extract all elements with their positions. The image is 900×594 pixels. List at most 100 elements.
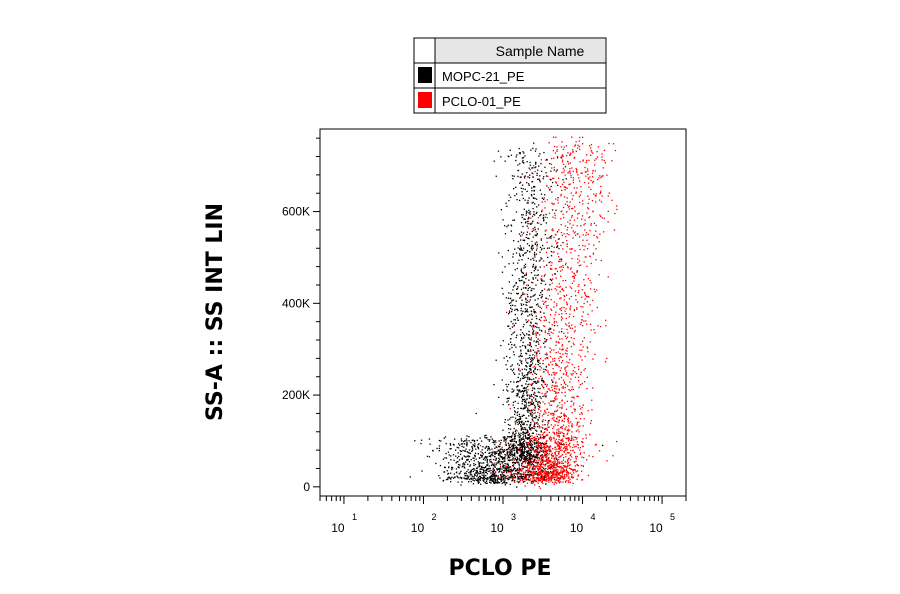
data-point [562, 466, 564, 469]
data-point [524, 368, 526, 370]
data-point [507, 297, 510, 299]
data-point [493, 474, 495, 476]
data-point [554, 462, 556, 465]
data-point [532, 295, 534, 297]
data-point [536, 430, 538, 432]
data-point [545, 159, 547, 161]
data-point [487, 470, 489, 473]
data-point [466, 470, 468, 473]
data-point [535, 336, 537, 338]
data-point [547, 424, 549, 426]
data-point [532, 208, 534, 210]
data-point [570, 468, 572, 470]
data-point [560, 469, 562, 471]
data-point [500, 439, 502, 441]
data-point [531, 472, 534, 474]
data-point [491, 475, 493, 477]
data-point [573, 187, 575, 189]
data-point [574, 274, 577, 276]
data-point [551, 455, 553, 457]
data-point [523, 481, 525, 483]
data-point [582, 441, 584, 444]
data-point [494, 465, 496, 467]
data-point [547, 357, 549, 360]
legend-header [435, 39, 605, 63]
data-point [478, 481, 480, 483]
data-point [461, 481, 463, 483]
data-point [530, 403, 532, 405]
data-point [559, 308, 562, 310]
data-point [533, 370, 535, 372]
data-point [557, 469, 559, 471]
data-point [543, 381, 545, 383]
data-point [589, 341, 591, 343]
data-point [556, 305, 558, 307]
data-point [512, 473, 514, 475]
data-point [553, 401, 555, 403]
data-point [525, 321, 528, 324]
data-point [522, 476, 524, 478]
data-point [533, 326, 535, 328]
data-point [542, 385, 544, 388]
data-point [539, 406, 541, 409]
data-point [530, 423, 532, 426]
data-point [541, 456, 543, 458]
data-point [580, 355, 582, 358]
data-point [539, 215, 541, 217]
data-point [512, 447, 514, 449]
data-point [533, 450, 535, 452]
data-point [464, 464, 466, 466]
data-point [582, 136, 584, 138]
data-point [526, 479, 528, 481]
data-point [565, 383, 567, 386]
data-point [561, 443, 563, 446]
data-point [524, 440, 526, 442]
data-point [546, 352, 548, 354]
data-point [507, 456, 509, 458]
data-point [518, 421, 521, 423]
data-point [502, 465, 504, 467]
data-point [503, 469, 505, 472]
data-point [535, 400, 537, 402]
data-point [523, 450, 525, 452]
data-point [512, 458, 514, 460]
data-point [579, 449, 581, 451]
data-point [524, 458, 526, 460]
data-point [537, 387, 539, 390]
data-point [554, 374, 556, 376]
data-point [531, 435, 533, 437]
data-point [466, 440, 468, 442]
data-point [556, 398, 558, 400]
data-point [512, 461, 514, 463]
data-point [550, 454, 553, 456]
data-point [519, 434, 522, 437]
data-point [513, 381, 515, 383]
data-point [515, 446, 517, 448]
data-point [525, 319, 527, 321]
x-tick-label-base: 10 [570, 521, 584, 535]
data-point [526, 308, 528, 310]
data-point [566, 400, 568, 402]
data-point [569, 248, 571, 250]
data-point [514, 319, 517, 321]
data-point [537, 279, 539, 281]
data-point [539, 259, 541, 261]
data-point [484, 477, 486, 479]
data-point [526, 424, 528, 426]
data-point [540, 478, 542, 480]
data-point [526, 466, 528, 468]
data-point [547, 421, 549, 423]
data-point [531, 172, 533, 174]
data-point [523, 443, 525, 445]
data-point [548, 321, 550, 324]
data-point [567, 332, 569, 334]
data-point [506, 458, 509, 460]
data-point [517, 452, 519, 454]
data-point [472, 479, 474, 481]
data-point [466, 451, 468, 453]
data-point [477, 466, 479, 468]
data-point [529, 357, 531, 359]
data-point [545, 229, 547, 231]
data-point [548, 450, 551, 452]
data-point [564, 368, 566, 370]
